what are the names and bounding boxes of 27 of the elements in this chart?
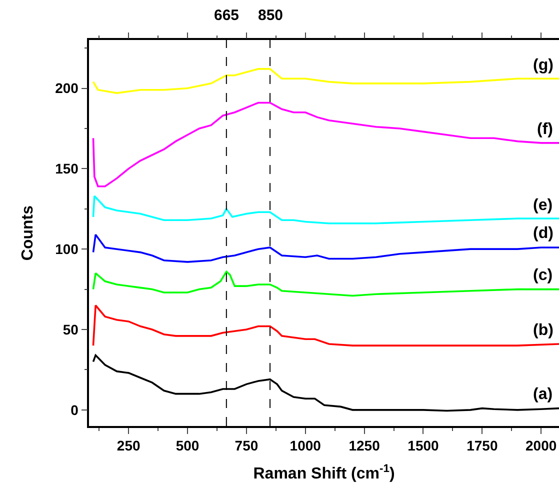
line-series (92, 304, 559, 346)
x-tick-label: 1000 (290, 438, 322, 454)
y-tick-label: 200 (55, 80, 79, 96)
y-tick-label: 0 (70, 402, 79, 418)
x-axis-title: Raman Shift (cm$^{-1}$) (253, 463, 395, 483)
line-series (92, 102, 559, 188)
series-label: (a) (533, 386, 553, 403)
y-tick-label: 100 (55, 240, 79, 257)
y-tick-label: 150 (55, 160, 79, 177)
series-label: (c) (533, 267, 553, 284)
y-axis-title: Counts (19, 205, 36, 261)
series-label: (d) (533, 225, 554, 242)
x-tick-label: 2000 (526, 438, 557, 454)
x-tick-label: 500 (176, 438, 200, 454)
series-label: (f) (537, 121, 553, 138)
ref-line-label: 665 (214, 7, 240, 24)
series-label: (b) (533, 322, 554, 339)
series-label: (g) (533, 57, 554, 74)
x-tick-label: 1750 (466, 438, 498, 454)
x-tick-label: 750 (234, 438, 258, 454)
line-series (92, 195, 559, 224)
x-tick-label: 1500 (408, 438, 440, 454)
ref-line-label: 850 (258, 7, 284, 24)
y-tick-label: 50 (62, 321, 79, 338)
x-tick-label: 1250 (348, 438, 380, 454)
series-label: (e) (533, 197, 553, 214)
x-tick-label: 250 (116, 438, 140, 454)
